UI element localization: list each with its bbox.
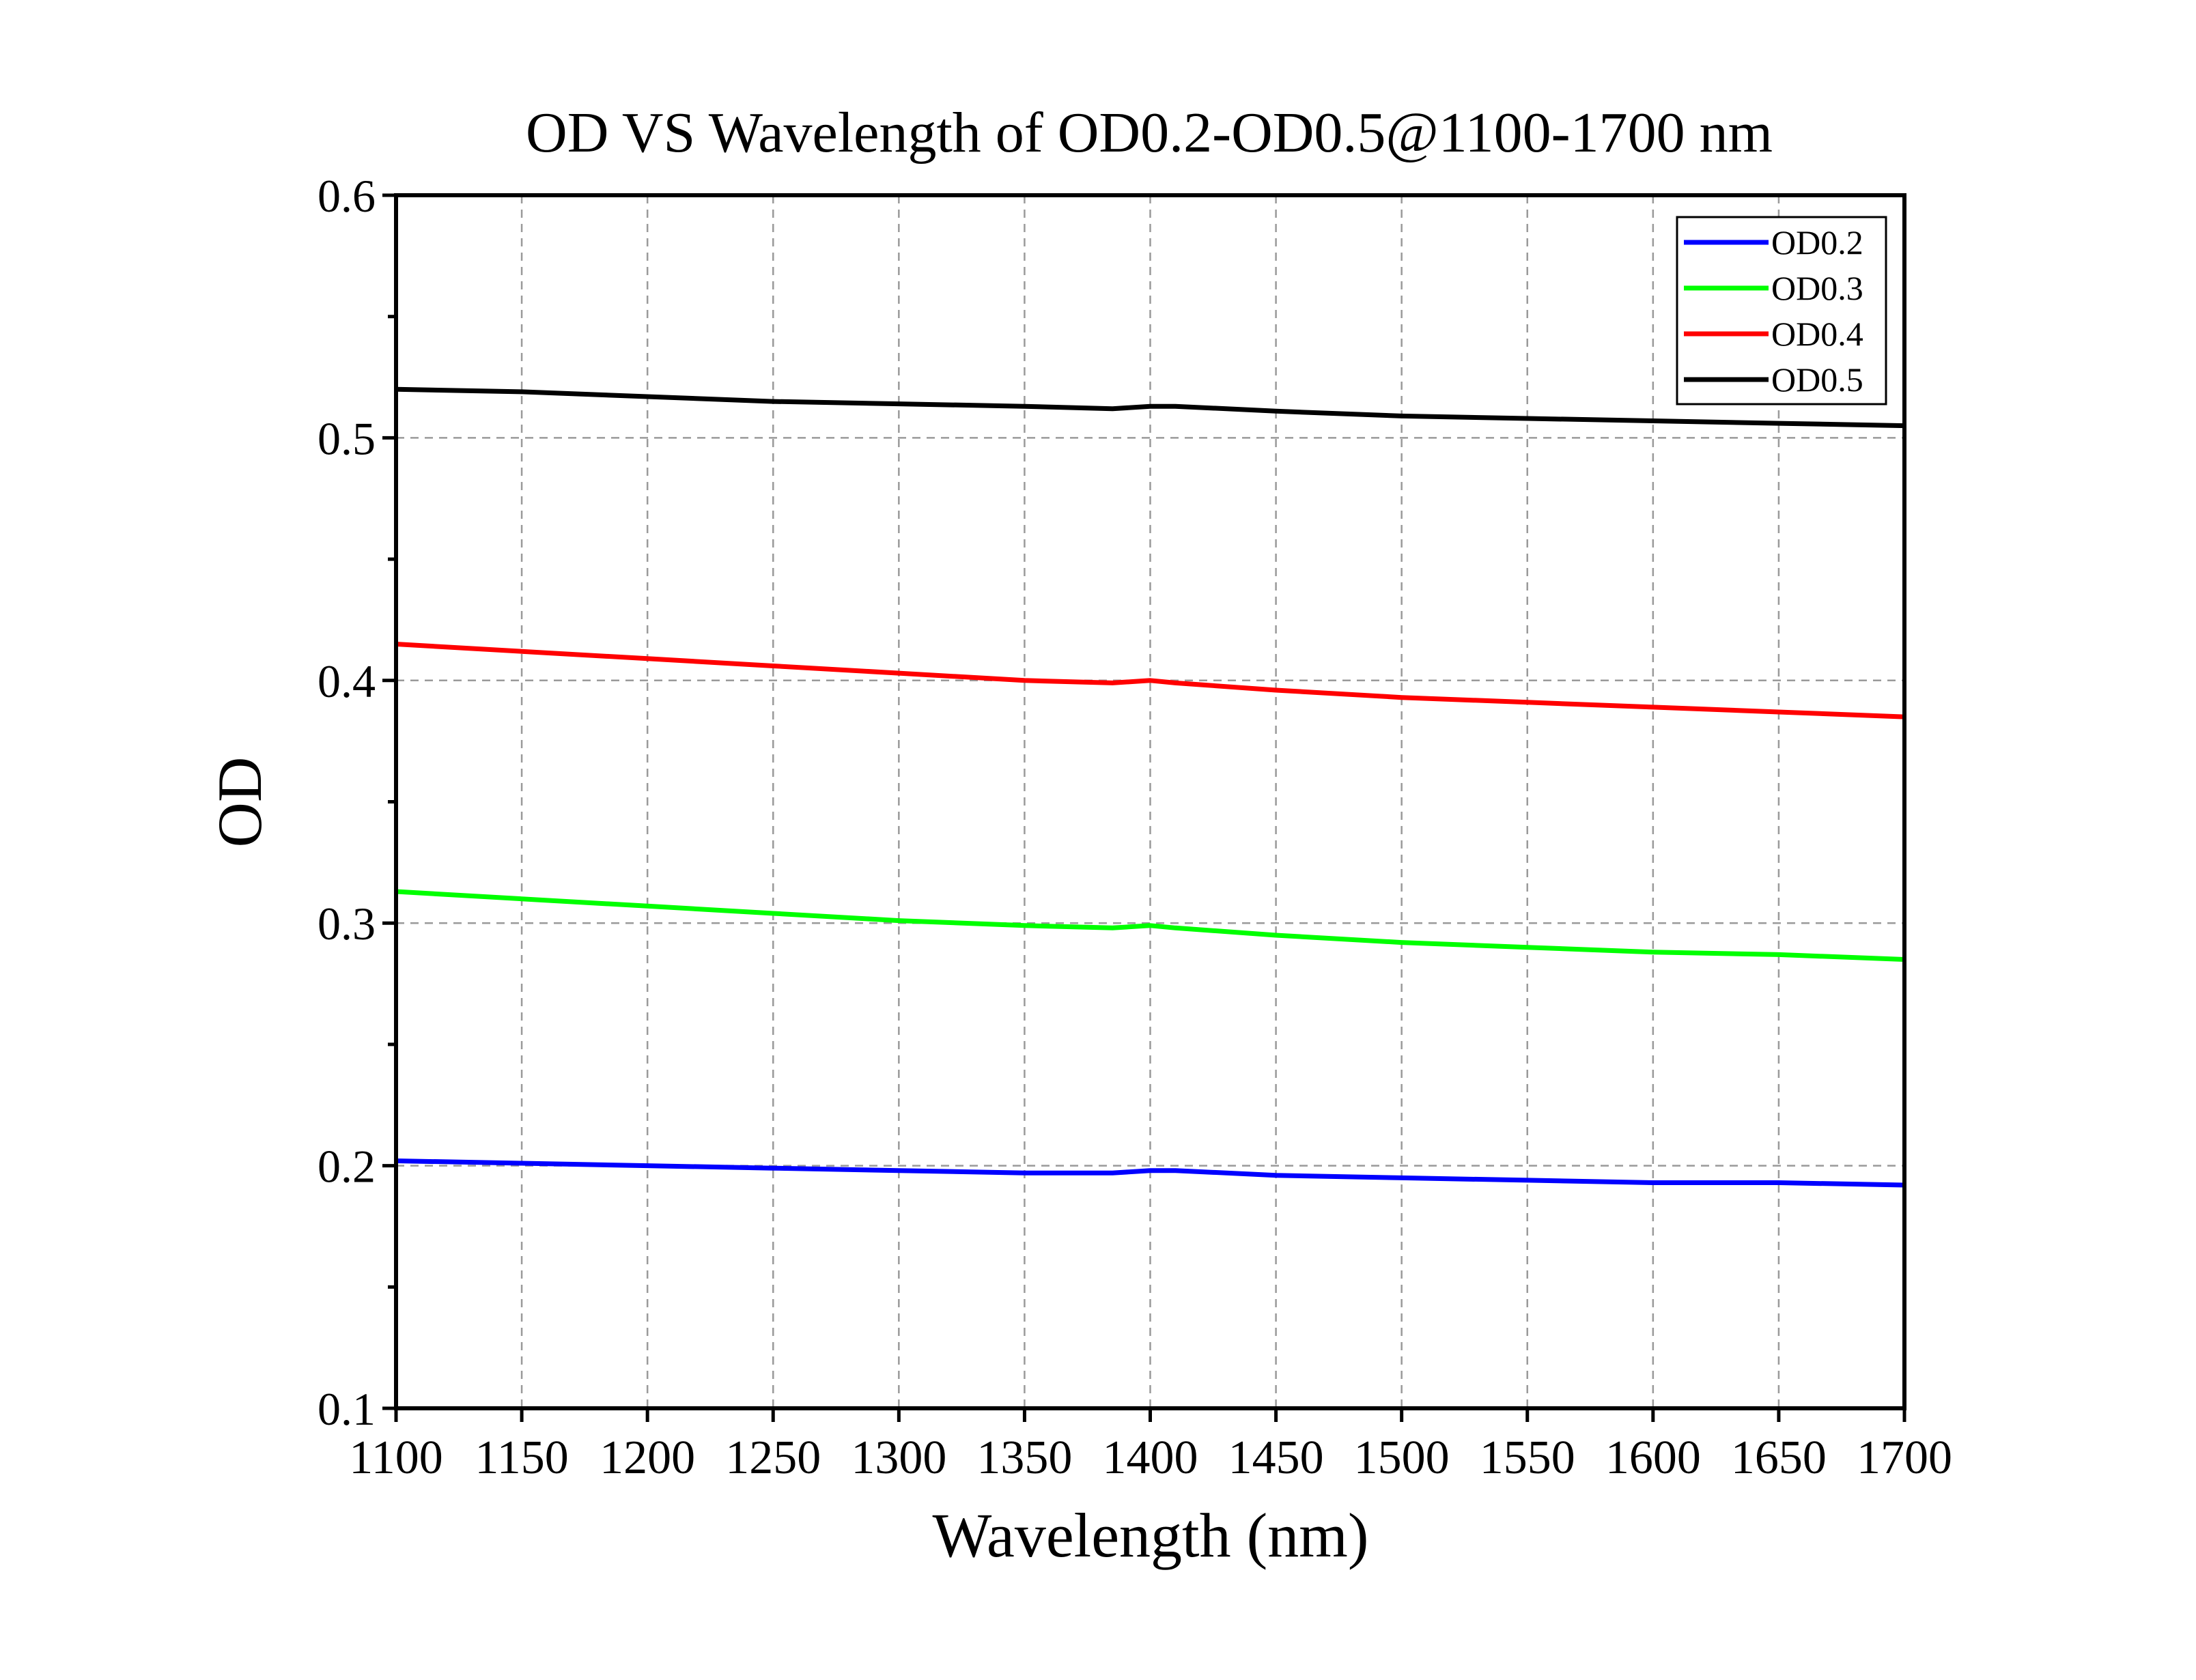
x-tick-label: 1400: [1103, 1432, 1198, 1484]
x-tick-label: 1700: [1857, 1432, 1952, 1484]
x-tick-label: 1450: [1228, 1432, 1324, 1484]
x-tick-label: 1500: [1354, 1432, 1450, 1484]
legend-label: OD0.3: [1771, 269, 1863, 307]
series-line: [395, 1158, 1905, 1188]
x-tick-label: 1200: [600, 1432, 695, 1484]
series-line: [395, 889, 1905, 962]
x-tick-label: 1350: [976, 1432, 1072, 1484]
y-tick-label: 0.3: [318, 898, 376, 950]
legend-label: OD0.2: [1771, 223, 1863, 261]
series-group: [395, 386, 1905, 1188]
ticks: 1100 1150 1200 1250 1300 1350 1400 1450 1500 1550…: [318, 170, 1952, 1484]
y-axis-label: OD: [205, 757, 274, 848]
y-tick-label: 0.1: [318, 1383, 376, 1435]
y-tick-label: 0.2: [318, 1141, 376, 1193]
series-line: [395, 642, 1905, 720]
y-tick-label: 0.4: [318, 655, 376, 707]
x-tick-label: 1150: [475, 1432, 568, 1484]
legend: OD0.2 OD0.3 OD0.4 OD0.5: [1676, 216, 1887, 405]
legend-box: [1676, 216, 1887, 405]
x-tick-label: 1650: [1731, 1432, 1827, 1484]
x-tick-label: 1250: [725, 1432, 821, 1484]
x-tick-label: 1550: [1480, 1432, 1575, 1484]
y-tick-label: 0.6: [318, 170, 376, 222]
series-line: [395, 386, 1905, 429]
x-tick-label: 1300: [851, 1432, 946, 1484]
x-tick-label: 1100: [349, 1432, 442, 1484]
legend-label: OD0.5: [1771, 360, 1863, 399]
chart-title: OD VS Wavelength of OD0.2-OD0.5@1100-170…: [526, 101, 1773, 165]
x-tick-label: 1600: [1605, 1432, 1701, 1484]
grid: [396, 195, 1904, 1408]
y-tick-label: 0.5: [318, 412, 376, 464]
legend-label: OD0.4: [1771, 315, 1863, 353]
x-axis-label: Wavelength (nm): [933, 1500, 1369, 1570]
